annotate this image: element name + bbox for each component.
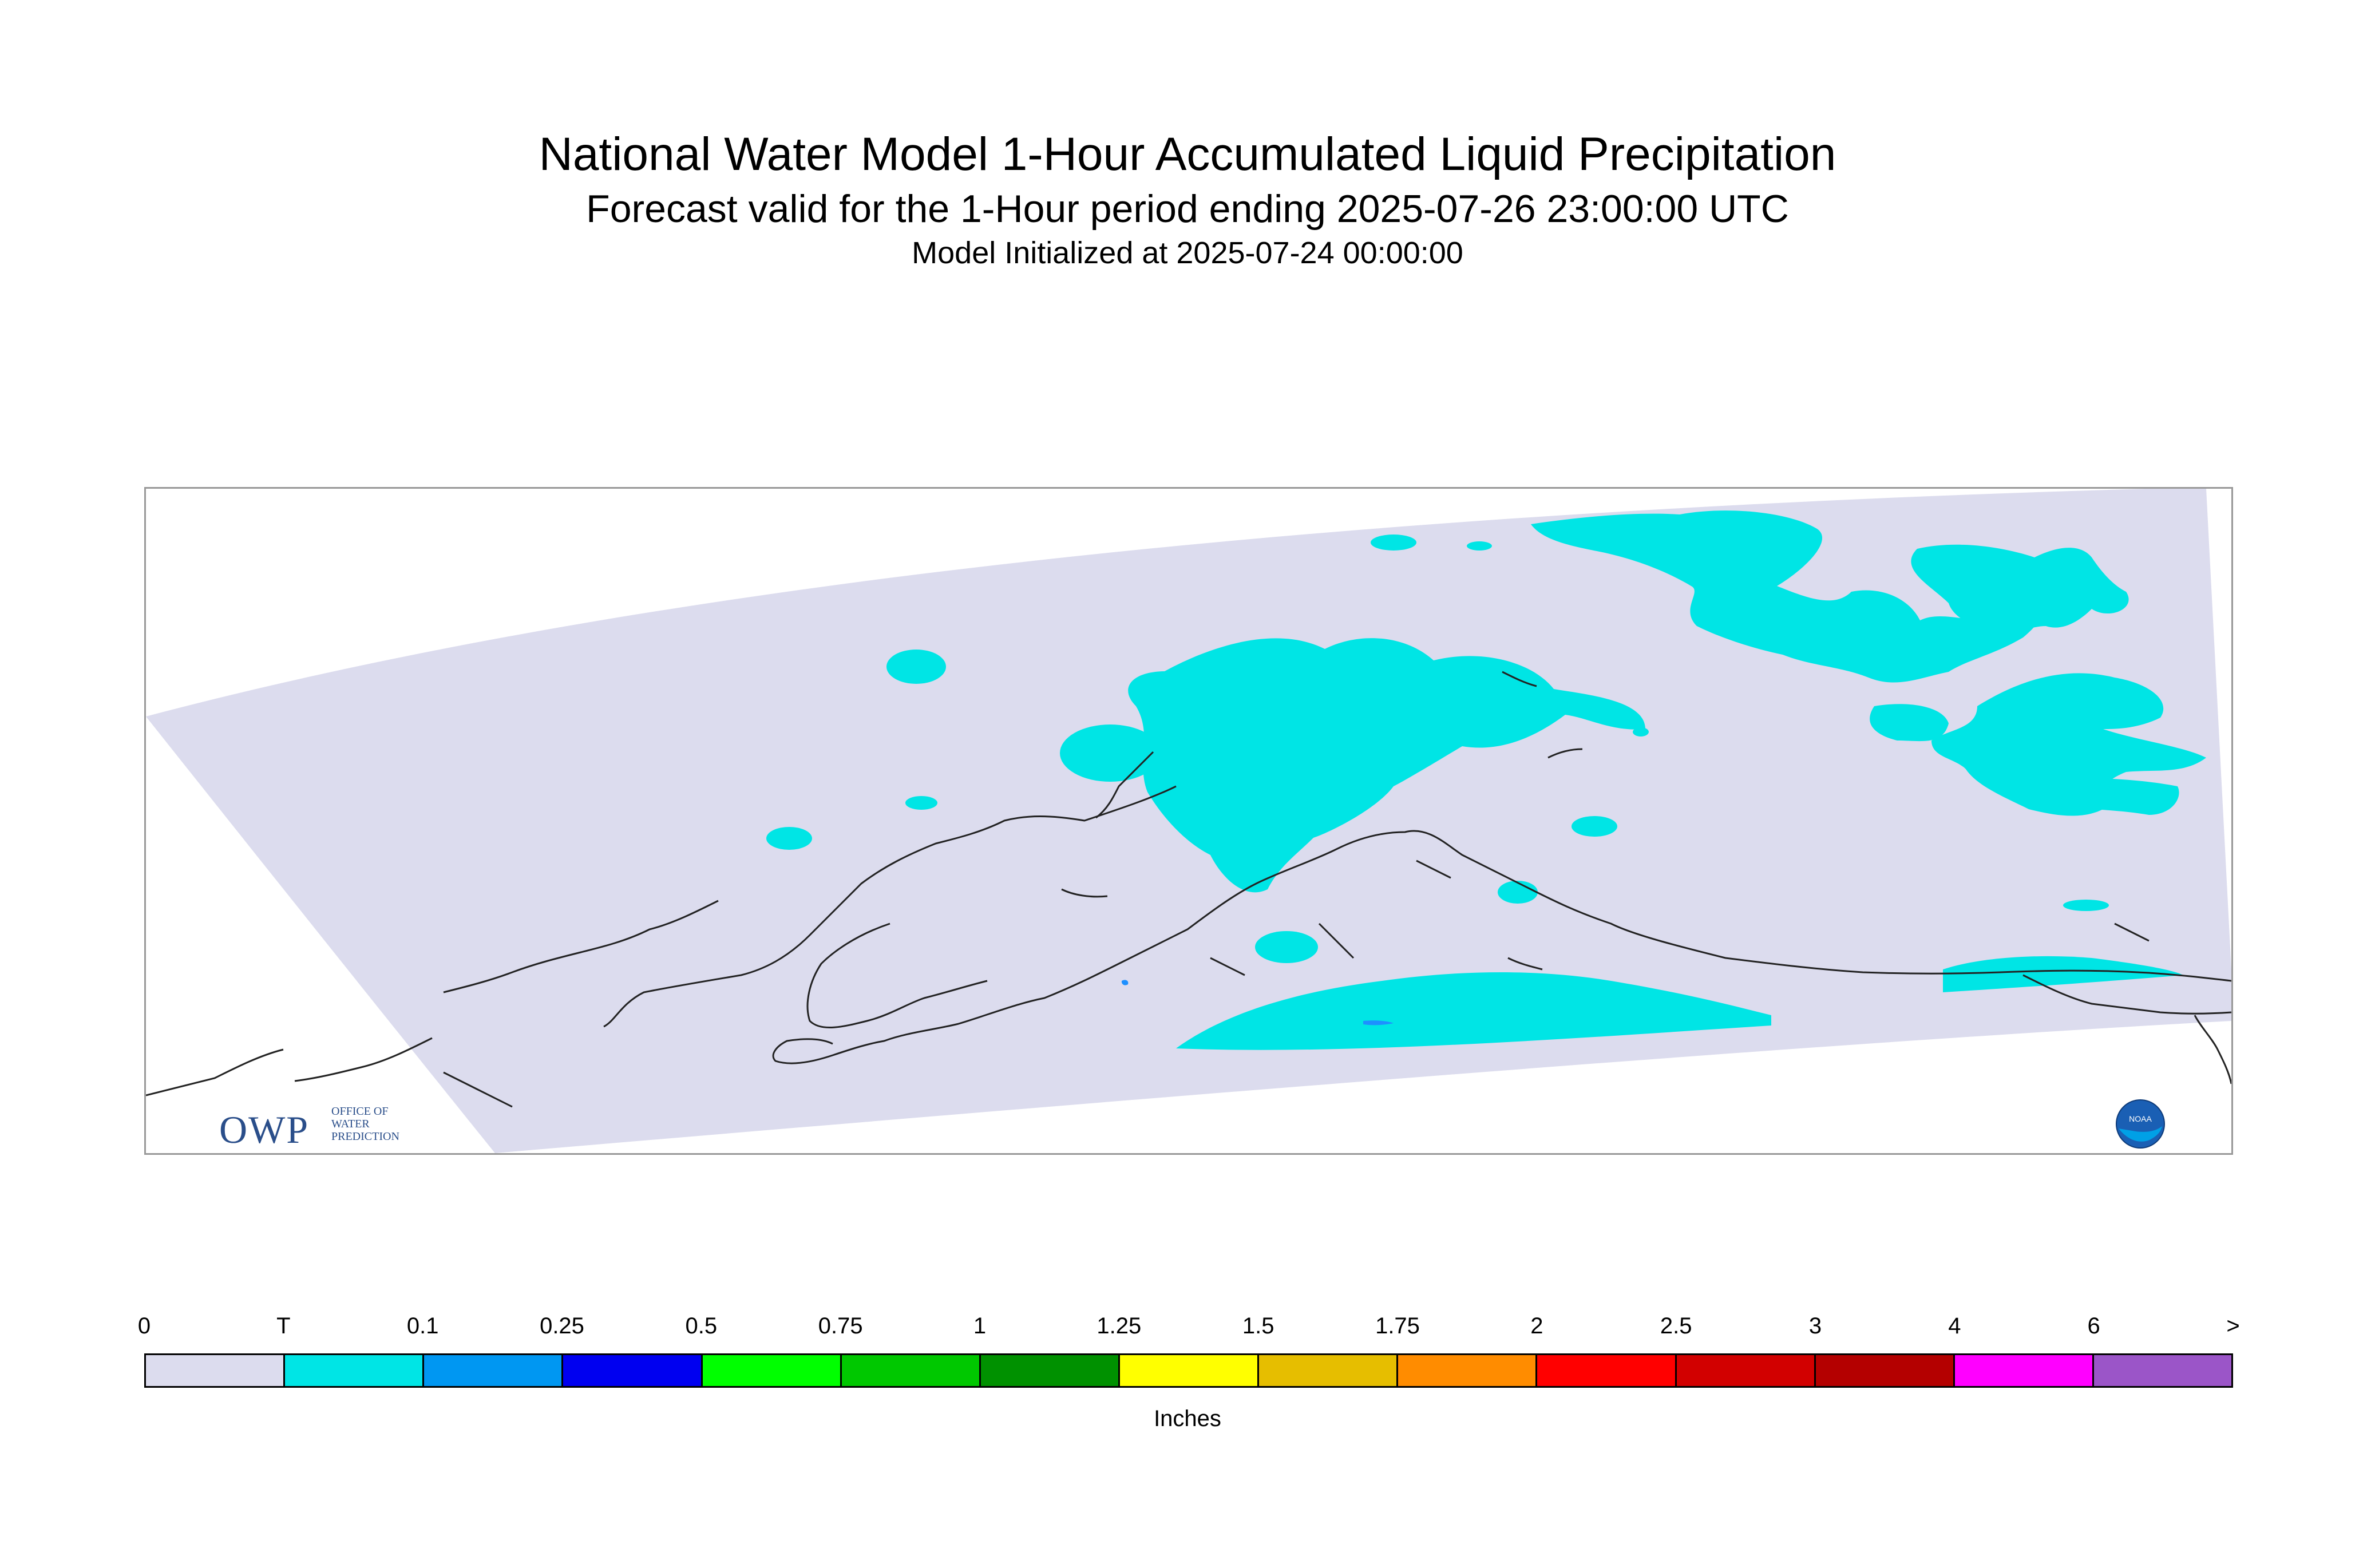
owp-logo-line-3: PREDICTION bbox=[331, 1130, 399, 1143]
colorbar-segment bbox=[1954, 1355, 2094, 1386]
colorbar-segment bbox=[841, 1355, 981, 1386]
colorbar-segment bbox=[702, 1355, 842, 1386]
colorbar-segment bbox=[1676, 1355, 1816, 1386]
precip-areas-trace bbox=[766, 510, 2206, 1050]
colorbar-segment bbox=[1259, 1355, 1399, 1386]
precipitation-map: OWP OFFICE OF WATER PREDICTION NOAA bbox=[144, 487, 2233, 1155]
colorbar-segment bbox=[146, 1355, 286, 1386]
noaa-logo-text: NOAA bbox=[2129, 1114, 2152, 1123]
colorbar-tick-label: 1.75 bbox=[1375, 1313, 1420, 1339]
colorbar-tick-label: 0 bbox=[137, 1313, 151, 1339]
colorbar-tick-label: 2.5 bbox=[1660, 1313, 1692, 1339]
colorbar-tick-label: T bbox=[276, 1313, 291, 1339]
colorbar-segment bbox=[2093, 1355, 2232, 1386]
owp-logo-mark: OWP bbox=[219, 1108, 310, 1151]
colorbar-segment bbox=[424, 1355, 564, 1386]
colorbar-tick-label: 0.1 bbox=[406, 1313, 439, 1339]
colorbar-tick-label: 4 bbox=[1948, 1313, 1961, 1339]
colorbar-tick-label: 0.75 bbox=[818, 1313, 863, 1339]
map-title: National Water Model 1-Hour Accumulated … bbox=[539, 128, 1836, 180]
colorbar-tick-label: 0.5 bbox=[685, 1313, 718, 1339]
colorbar-segment bbox=[1537, 1355, 1677, 1386]
colorbar-units: Inches bbox=[1154, 1406, 1221, 1431]
colorbar bbox=[144, 1353, 2233, 1388]
colorbar-tick-label: 2 bbox=[1530, 1313, 1543, 1339]
map-canvas bbox=[146, 489, 2231, 1153]
owp-logo-line-2: WATER bbox=[331, 1118, 370, 1130]
colorbar-segment bbox=[1398, 1355, 1538, 1386]
colorbar-tick-label: 1 bbox=[973, 1313, 987, 1339]
noaa-logo: NOAA bbox=[2115, 1099, 2166, 1149]
coastlines bbox=[146, 671, 2231, 1108]
noaa-logo-icon: NOAA bbox=[2116, 1099, 2165, 1149]
colorbar-tick-label: 1.25 bbox=[1097, 1313, 1142, 1339]
colorbar-tick-label: > bbox=[2226, 1313, 2240, 1339]
precip-areas-heavier bbox=[1363, 1020, 1394, 1025]
colorbar-tick-label: 6 bbox=[2087, 1313, 2100, 1339]
colorbar-segment bbox=[285, 1355, 425, 1386]
colorbar-tick-label: 3 bbox=[1808, 1313, 1822, 1339]
colorbar-tick-label: 0.25 bbox=[540, 1313, 584, 1339]
colorbar-segment bbox=[980, 1355, 1120, 1386]
precip-area-small-blue bbox=[1121, 980, 1129, 985]
colorbar-segment bbox=[1815, 1355, 1955, 1386]
owp-logo: OWP OFFICE OF WATER PREDICTION bbox=[219, 1102, 425, 1151]
colorbar-segment bbox=[1119, 1355, 1260, 1386]
colorbar-segment bbox=[563, 1355, 703, 1386]
colorbar-tick-label: 1.5 bbox=[1242, 1313, 1274, 1339]
model-init-text: Model Initialized at 2025-07-24 00:00:00 bbox=[912, 236, 1463, 270]
owp-logo-line-1: OFFICE OF bbox=[331, 1105, 389, 1118]
forecast-valid-subtitle: Forecast valid for the 1-Hour period end… bbox=[586, 187, 1789, 231]
